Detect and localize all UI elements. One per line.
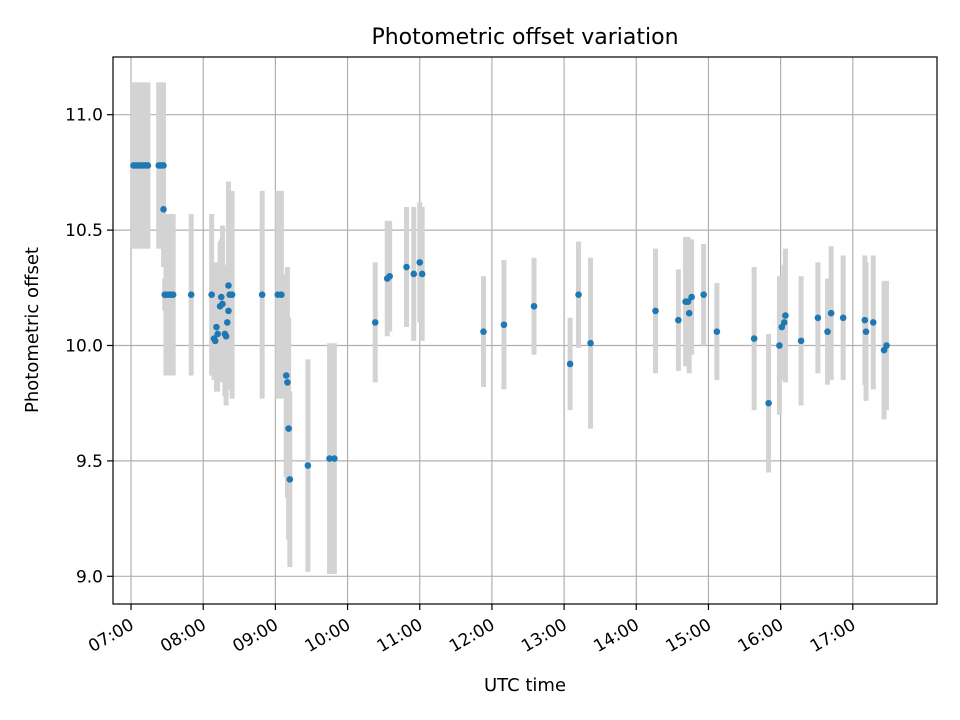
data-point: [211, 337, 219, 345]
data-point: [223, 319, 231, 326]
y-tick-label: 10.5: [65, 221, 103, 241]
data-point: [228, 291, 236, 299]
x-axis-label: UTC time: [484, 675, 566, 696]
data-point: [688, 293, 695, 301]
data-point: [286, 476, 294, 483]
data-point: [187, 291, 195, 299]
y-axis-ticks: 9.0 9.5 10.0 10.5 11.0: [65, 106, 113, 587]
data-point: [160, 162, 167, 169]
data-point: [480, 328, 487, 335]
data-point: [869, 319, 877, 326]
data-point: [587, 339, 594, 347]
data-point: [304, 462, 312, 469]
data-point: [285, 425, 292, 432]
data-point: [331, 455, 338, 462]
data-point: [675, 316, 682, 324]
data-point: [500, 321, 508, 329]
data-point: [410, 270, 418, 278]
data-point: [883, 342, 890, 349]
plot-frame: [112, 56, 938, 605]
data-point: [713, 328, 721, 335]
data-point: [225, 307, 232, 315]
data-point: [326, 455, 333, 462]
data-point: [861, 316, 869, 324]
data-point: [530, 302, 538, 310]
data-point: [403, 263, 410, 271]
data-point: [776, 342, 783, 349]
data-point: [160, 206, 167, 213]
data-point: [284, 379, 291, 386]
data-point: [765, 399, 772, 407]
chart-title: Photometric offset variation: [371, 25, 678, 50]
data-point: [222, 332, 230, 340]
data-point: [418, 270, 426, 278]
data-point: [750, 335, 758, 342]
y-axis-label: Photometric offset: [22, 247, 43, 413]
data-point: [797, 337, 805, 345]
data-point: [700, 291, 707, 299]
data-point: [258, 291, 266, 299]
y-tick-label: 11.0: [65, 106, 103, 126]
data-point: [652, 307, 659, 315]
data-point: [386, 272, 393, 280]
y-tick-label: 10.0: [65, 337, 103, 357]
data-point: [685, 309, 693, 317]
data-point: [839, 314, 847, 322]
data-point: [214, 330, 221, 338]
data-point: [217, 293, 225, 301]
y-tick-label: 9.0: [76, 567, 103, 587]
data-point: [684, 298, 692, 305]
data-point: [862, 328, 870, 335]
data-point: [814, 314, 822, 322]
y-tick-label: 9.5: [76, 452, 103, 472]
data-point: [219, 300, 226, 308]
data-point: [824, 328, 831, 335]
data-point: [782, 312, 789, 319]
data-point: [566, 360, 574, 368]
data-point: [225, 282, 232, 289]
data-point: [169, 291, 177, 299]
data-point: [780, 319, 788, 326]
data-point: [282, 372, 290, 379]
data-point: [208, 291, 215, 299]
data-point: [416, 259, 424, 266]
data-point: [213, 323, 220, 331]
data-point: [371, 319, 379, 326]
data-point: [278, 291, 285, 299]
data-point: [827, 309, 835, 317]
data-point: [144, 162, 152, 169]
data-point: [575, 291, 582, 299]
data-points: [130, 162, 890, 483]
